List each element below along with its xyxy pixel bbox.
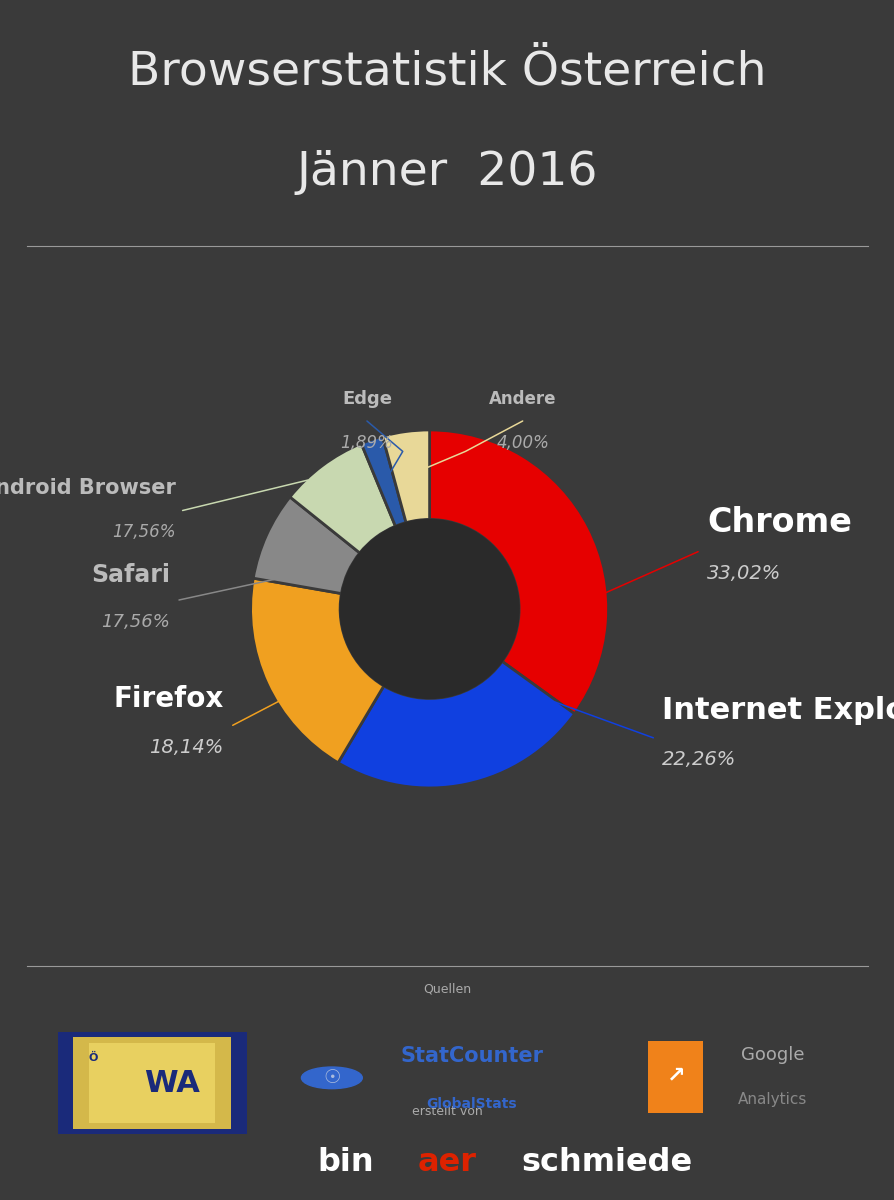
Circle shape (340, 520, 519, 698)
FancyBboxPatch shape (57, 1032, 247, 1134)
Text: 22,26%: 22,26% (662, 750, 736, 769)
FancyBboxPatch shape (73, 1037, 231, 1128)
Text: Edge: Edge (342, 390, 392, 408)
Text: Firefox: Firefox (114, 685, 224, 713)
Text: ☉: ☉ (323, 1068, 341, 1087)
Wedge shape (382, 430, 429, 523)
Text: 17,56%: 17,56% (112, 523, 175, 541)
Text: ↗: ↗ (666, 1064, 685, 1085)
Text: Google: Google (740, 1045, 803, 1063)
Text: WA: WA (144, 1068, 199, 1098)
Text: 17,56%: 17,56% (101, 612, 170, 630)
Text: 4,00%: 4,00% (495, 433, 549, 451)
Text: 18,14%: 18,14% (149, 738, 224, 757)
Text: erstellt von: erstellt von (411, 1104, 483, 1117)
Text: Jänner  2016: Jänner 2016 (297, 150, 597, 196)
Text: Andere: Andere (488, 390, 556, 408)
Text: Analytics: Analytics (737, 1092, 806, 1106)
Wedge shape (290, 444, 395, 553)
Text: 1,89%: 1,89% (340, 433, 393, 451)
Text: GlobalStats: GlobalStats (426, 1097, 517, 1111)
Wedge shape (253, 497, 359, 594)
Text: Quellen: Quellen (423, 983, 471, 996)
Text: Safari: Safari (91, 564, 170, 588)
Text: Browserstatistik Österreich: Browserstatistik Österreich (128, 49, 766, 95)
Text: Chrome: Chrome (706, 506, 851, 539)
Text: 33,02%: 33,02% (706, 564, 780, 583)
Text: Internet Explorer: Internet Explorer (662, 696, 894, 725)
FancyBboxPatch shape (647, 1042, 703, 1112)
Wedge shape (250, 578, 384, 763)
Text: Android Browser: Android Browser (0, 478, 175, 498)
Wedge shape (361, 437, 406, 527)
FancyBboxPatch shape (89, 1043, 215, 1123)
Text: bin: bin (317, 1147, 374, 1178)
Text: aer: aer (417, 1147, 477, 1178)
Wedge shape (338, 661, 574, 788)
Text: schmiede: schmiede (520, 1147, 691, 1178)
Text: StatCounter: StatCounter (400, 1046, 543, 1067)
Text: Ö: Ö (89, 1052, 97, 1063)
Circle shape (301, 1067, 362, 1088)
Wedge shape (429, 430, 608, 714)
